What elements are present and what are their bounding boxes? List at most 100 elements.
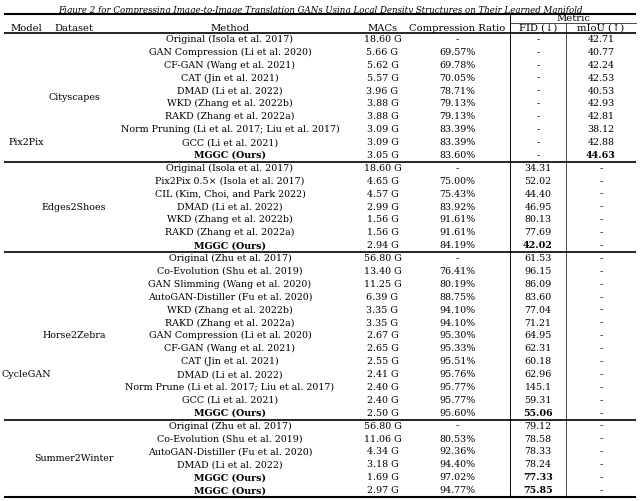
- Text: -: -: [536, 61, 540, 70]
- Text: 3.18 G: 3.18 G: [367, 460, 398, 469]
- Text: -: -: [600, 177, 603, 186]
- Text: -: -: [600, 357, 603, 366]
- Text: WKD (Zhang et al. 2022b): WKD (Zhang et al. 2022b): [167, 306, 293, 315]
- Text: 97.02%: 97.02%: [440, 473, 476, 482]
- Text: 44.40: 44.40: [525, 189, 552, 198]
- Text: GCC (Li et al. 2021): GCC (Li et al. 2021): [182, 138, 278, 147]
- Text: 4.65 G: 4.65 G: [367, 177, 399, 186]
- Text: 60.18: 60.18: [524, 357, 552, 366]
- Text: 5.62 G: 5.62 G: [367, 61, 399, 70]
- Text: Pix2Pix 0.5× (Isola et al. 2017): Pix2Pix 0.5× (Isola et al. 2017): [156, 177, 305, 186]
- Text: 95.51%: 95.51%: [439, 357, 476, 366]
- Text: 94.77%: 94.77%: [440, 486, 476, 495]
- Text: Co-Evolution (Shu et al. 2019): Co-Evolution (Shu et al. 2019): [157, 434, 303, 443]
- Text: FID (↓): FID (↓): [519, 24, 557, 33]
- Text: Figure 2 for Compressing Image-to-Image Translation GANs Using Local Density Str: Figure 2 for Compressing Image-to-Image …: [58, 6, 582, 15]
- Text: 95.77%: 95.77%: [440, 396, 476, 405]
- Text: 2.97 G: 2.97 G: [367, 486, 398, 495]
- Text: 3.09 G: 3.09 G: [367, 138, 399, 147]
- Text: -: -: [600, 383, 603, 392]
- Text: Method: Method: [211, 24, 250, 33]
- Text: 3.35 G: 3.35 G: [367, 306, 399, 315]
- Text: -: -: [600, 202, 603, 211]
- Text: -: -: [456, 422, 459, 431]
- Text: 3.88 G: 3.88 G: [367, 112, 398, 121]
- Text: 79.13%: 79.13%: [440, 99, 476, 108]
- Text: 94.10%: 94.10%: [440, 319, 476, 328]
- Text: 5.57 G: 5.57 G: [367, 74, 399, 83]
- Text: Norm Pruning (Li et al. 2017; Liu et al. 2017): Norm Pruning (Li et al. 2017; Liu et al.…: [120, 125, 339, 134]
- Text: Dataset: Dataset: [54, 24, 93, 33]
- Text: RAKD (Zhang et al. 2022a): RAKD (Zhang et al. 2022a): [165, 319, 295, 328]
- Text: 42.88: 42.88: [588, 138, 614, 147]
- Text: 78.71%: 78.71%: [440, 87, 476, 96]
- Text: CF-GAN (Wang et al. 2021): CF-GAN (Wang et al. 2021): [164, 344, 296, 353]
- Text: 2.65 G: 2.65 G: [367, 344, 399, 353]
- Text: -: -: [536, 151, 540, 160]
- Text: Cityscapes: Cityscapes: [48, 93, 100, 102]
- Text: DMAD (Li et al. 2022): DMAD (Li et al. 2022): [177, 87, 283, 96]
- Text: Pix2Pix: Pix2Pix: [8, 138, 44, 147]
- Text: AutoGAN-Distiller (Fu et al. 2020): AutoGAN-Distiller (Fu et al. 2020): [148, 447, 312, 456]
- Text: -: -: [536, 125, 540, 134]
- Text: -: -: [600, 164, 603, 173]
- Text: 95.33%: 95.33%: [439, 344, 476, 353]
- Text: 78.58: 78.58: [524, 434, 552, 443]
- Text: 95.30%: 95.30%: [439, 331, 476, 340]
- Text: 59.31: 59.31: [524, 396, 552, 405]
- Text: 34.31: 34.31: [524, 164, 552, 173]
- Text: 95.77%: 95.77%: [440, 383, 476, 392]
- Text: Metric: Metric: [556, 14, 590, 23]
- Text: Norm Prune (Li et al. 2017; Liu et al. 2017): Norm Prune (Li et al. 2017; Liu et al. 2…: [125, 383, 335, 392]
- Text: CF-GAN (Wang et al. 2021): CF-GAN (Wang et al. 2021): [164, 61, 296, 70]
- Text: 75.00%: 75.00%: [440, 177, 476, 186]
- Text: 88.75%: 88.75%: [440, 293, 476, 302]
- Text: -: -: [456, 164, 459, 173]
- Text: 11.06 G: 11.06 G: [364, 434, 401, 443]
- Text: GCC (Li et al. 2021): GCC (Li et al. 2021): [182, 396, 278, 405]
- Text: 42.24: 42.24: [588, 61, 614, 70]
- Text: MGGC (Ours): MGGC (Ours): [194, 473, 266, 482]
- Text: Original (Isola et al. 2017): Original (Isola et al. 2017): [166, 35, 294, 44]
- Text: WKD (Zhang et al. 2022b): WKD (Zhang et al. 2022b): [167, 215, 293, 224]
- Text: 2.94 G: 2.94 G: [367, 241, 398, 250]
- Text: 42.81: 42.81: [588, 112, 614, 121]
- Text: 1.69 G: 1.69 G: [367, 473, 399, 482]
- Text: 83.60: 83.60: [524, 293, 552, 302]
- Text: 1.56 G: 1.56 G: [367, 228, 399, 237]
- Text: -: -: [600, 189, 603, 198]
- Text: 83.39%: 83.39%: [439, 125, 476, 134]
- Text: -: -: [600, 409, 603, 418]
- Text: -: -: [536, 112, 540, 121]
- Text: 70.05%: 70.05%: [440, 74, 476, 83]
- Text: 18.60 G: 18.60 G: [364, 35, 401, 44]
- Text: -: -: [600, 241, 603, 250]
- Text: -: -: [536, 35, 540, 44]
- Text: -: -: [536, 74, 540, 83]
- Text: Original (Zhu et al. 2017): Original (Zhu et al. 2017): [168, 254, 291, 263]
- Text: 75.43%: 75.43%: [440, 189, 476, 198]
- Text: CIL (Kim, Choi, and Park 2022): CIL (Kim, Choi, and Park 2022): [155, 189, 305, 198]
- Text: CycleGAN: CycleGAN: [1, 370, 51, 379]
- Text: 94.40%: 94.40%: [440, 460, 476, 469]
- Text: Co-Evolution (Shu et al. 2019): Co-Evolution (Shu et al. 2019): [157, 267, 303, 276]
- Text: 95.60%: 95.60%: [439, 409, 476, 418]
- Text: DMAD (Li et al. 2022): DMAD (Li et al. 2022): [177, 460, 283, 469]
- Text: -: -: [456, 35, 459, 44]
- Text: 3.05 G: 3.05 G: [367, 151, 399, 160]
- Text: 2.99 G: 2.99 G: [367, 202, 399, 211]
- Text: 86.09: 86.09: [524, 280, 552, 289]
- Text: 52.02: 52.02: [524, 177, 552, 186]
- Text: 83.60%: 83.60%: [440, 151, 476, 160]
- Text: 40.77: 40.77: [588, 48, 614, 57]
- Text: MGGC (Ours): MGGC (Ours): [194, 241, 266, 250]
- Text: Model: Model: [10, 24, 42, 33]
- Text: 4.57 G: 4.57 G: [367, 189, 398, 198]
- Text: -: -: [600, 319, 603, 328]
- Text: 1.56 G: 1.56 G: [367, 215, 399, 224]
- Text: -: -: [536, 48, 540, 57]
- Text: 46.95: 46.95: [524, 202, 552, 211]
- Text: 2.50 G: 2.50 G: [367, 409, 398, 418]
- Text: MGGC (Ours): MGGC (Ours): [194, 409, 266, 418]
- Text: -: -: [600, 254, 603, 263]
